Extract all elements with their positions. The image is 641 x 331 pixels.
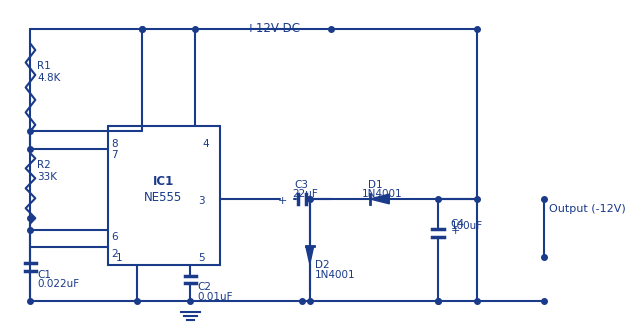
Text: NE555: NE555 [144, 191, 183, 204]
Polygon shape [306, 247, 313, 264]
Text: 1N4001: 1N4001 [362, 189, 403, 199]
Text: 1: 1 [116, 253, 122, 263]
Text: 2: 2 [111, 249, 117, 260]
Text: 33K: 33K [37, 172, 57, 182]
Text: R1: R1 [37, 61, 51, 71]
Text: +: + [451, 226, 460, 236]
Text: C3: C3 [294, 179, 308, 190]
Text: 1N4001: 1N4001 [315, 270, 355, 280]
Text: 4: 4 [202, 139, 209, 149]
Text: 0.022uF: 0.022uF [37, 279, 79, 289]
Text: 0.01uF: 0.01uF [197, 292, 233, 302]
Text: Output (-12V): Output (-12V) [549, 204, 626, 213]
Text: C4: C4 [451, 219, 464, 229]
Text: IC1: IC1 [153, 175, 174, 188]
Text: 22uF: 22uF [292, 189, 318, 199]
Polygon shape [370, 194, 389, 204]
Text: 100uF: 100uF [451, 221, 483, 231]
Text: C1: C1 [37, 270, 51, 280]
Bar [108, 126, 220, 265]
Text: 3: 3 [198, 196, 205, 206]
Text: R2: R2 [37, 160, 51, 170]
Text: D1: D1 [368, 179, 383, 190]
Text: 5: 5 [198, 253, 205, 263]
Text: D2: D2 [315, 260, 329, 270]
Text: +: + [278, 196, 287, 206]
Text: C2: C2 [197, 282, 212, 292]
Text: 6: 6 [111, 232, 117, 242]
Text: 4.8K: 4.8K [37, 73, 61, 83]
Text: 8: 8 [111, 139, 117, 149]
Text: +12V DC: +12V DC [246, 23, 300, 35]
Text: 7: 7 [111, 151, 117, 161]
